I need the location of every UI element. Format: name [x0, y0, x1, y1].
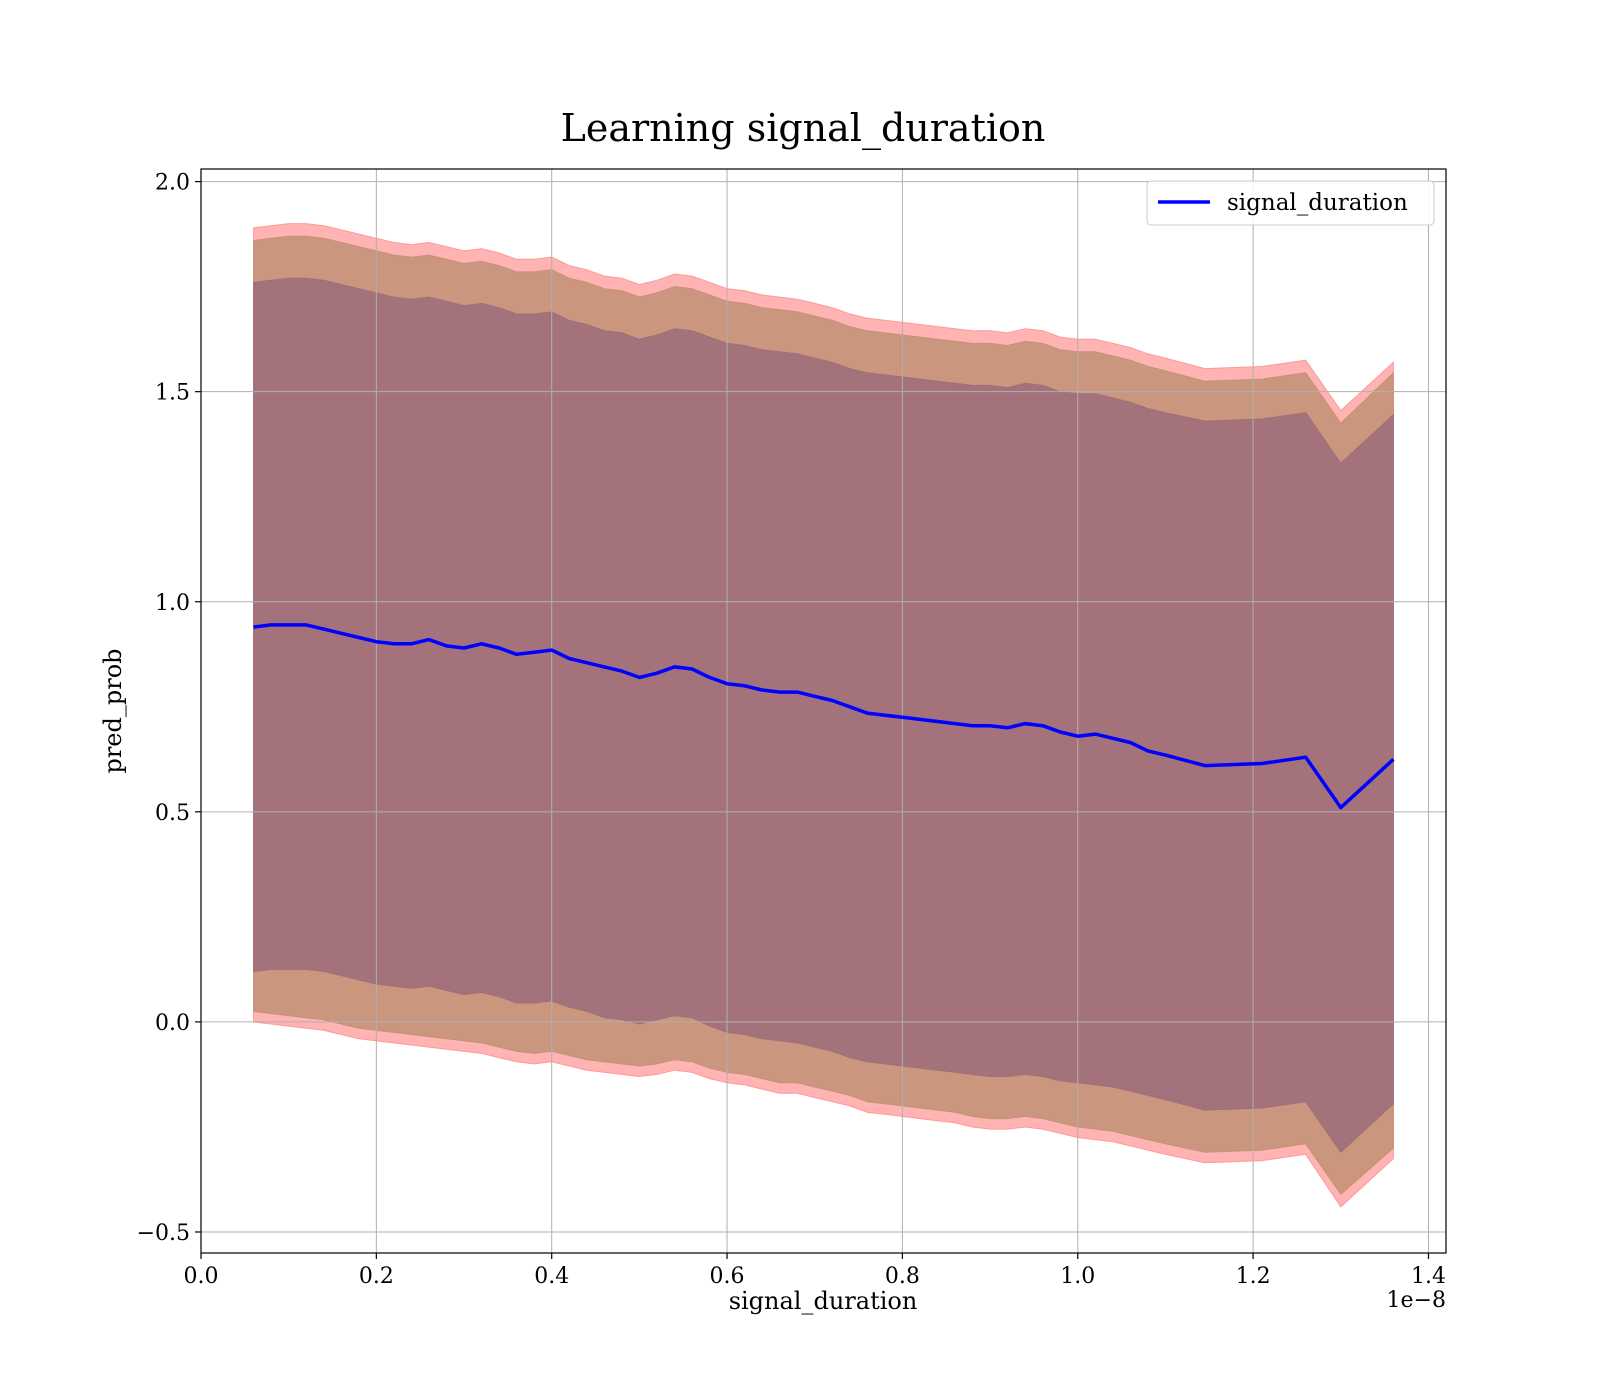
y-axis-label: pred_prob	[99, 648, 127, 773]
y-tick-label: 1.0	[155, 591, 190, 616]
series-line	[253, 623, 1395, 810]
legend-label: signal_duration	[1227, 190, 1408, 216]
band-inner	[253, 277, 1394, 1153]
x-axis-ticks: 0.0 0.2 0.4 0.6 0.8 1.0 1.2 1.4	[184, 1253, 1446, 1289]
y-axis-ticks: −0.5 0.0 0.5 1.0 1.5 2.0	[137, 171, 201, 1246]
x-tick-label: 1.2	[1236, 1264, 1271, 1289]
x-tick-label: 0.4	[534, 1264, 569, 1289]
series-lines	[253, 623, 1395, 810]
x-tick-label: 0.8	[885, 1264, 920, 1289]
y-tick-label: −0.5	[137, 1221, 190, 1246]
x-offset-label: 1e−8	[1387, 1288, 1446, 1313]
y-tick-label: 0.5	[155, 801, 190, 826]
x-tick-label: 0.0	[184, 1264, 219, 1289]
y-tick-label: 1.5	[155, 381, 190, 406]
x-axis-label: signal_duration	[729, 1287, 918, 1315]
legend-box	[1146, 180, 1435, 226]
legend: signal_duration	[1146, 180, 1435, 226]
x-tick-label: 1.4	[1411, 1264, 1446, 1289]
x-tick-label: 0.2	[359, 1264, 394, 1289]
x-tick-label: 1.0	[1060, 1264, 1095, 1289]
chart-title: Learning signal_duration	[561, 106, 1046, 151]
y-tick-label: 0.0	[155, 1011, 190, 1036]
x-tick-label: 0.6	[710, 1264, 745, 1289]
plot-frame	[200, 168, 1447, 1254]
y-tick-label: 2.0	[155, 171, 190, 196]
confidence-bands	[253, 223, 1394, 1208]
